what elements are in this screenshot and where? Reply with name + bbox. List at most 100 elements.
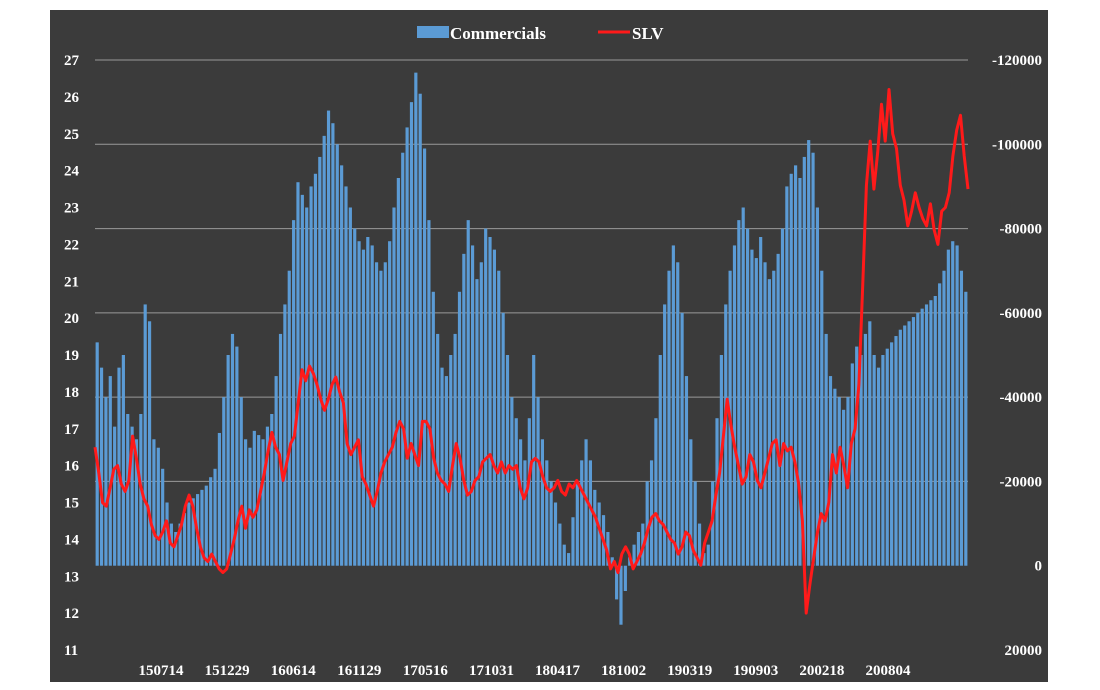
commercials-bar [798, 178, 802, 566]
commercials-bar [226, 355, 230, 566]
left-tick-label: 26 [64, 90, 80, 106]
commercials-bar [322, 135, 326, 566]
commercials-bar [658, 355, 662, 566]
commercials-bar [837, 397, 841, 566]
commercials-bar [850, 363, 854, 566]
commercials-bar [318, 156, 322, 566]
commercials-bar [724, 304, 728, 566]
commercials-bar [894, 336, 898, 566]
commercials-bar [99, 367, 104, 566]
commercials-bar [750, 249, 754, 566]
right-tick-label: -100000 [992, 137, 1042, 153]
left-tick-label: 22 [64, 237, 79, 253]
chart: 27 26 25 24 23 22 21 20 19 18 17 16 15 14 13 12 11 -1200… [64, 24, 1042, 679]
x-tick-label: 200218 [799, 663, 844, 679]
commercials-bar [305, 207, 309, 566]
commercials-bar [287, 270, 291, 566]
commercials-bar [575, 481, 579, 566]
commercials-bar [209, 477, 213, 566]
commercials-bar [514, 418, 518, 566]
x-axis-ticks: 150714 151229 160614 161129 170516 171031 1804… [139, 663, 912, 679]
commercials-bar [501, 312, 505, 566]
commercials-bar [654, 418, 658, 566]
commercials-bar [924, 304, 929, 566]
commercials-bar [152, 439, 156, 566]
commercials-bar [619, 565, 623, 625]
commercials-bar [671, 245, 675, 566]
commercials-bar [479, 262, 483, 566]
commercials-bar [300, 194, 304, 566]
commercials-bar [274, 376, 278, 566]
left-tick-label: 24 [64, 164, 80, 180]
commercials-bar [326, 110, 331, 566]
legend-label-commercials: Commercials [450, 24, 546, 43]
commercials-bar [588, 460, 593, 566]
commercials-bar [252, 430, 256, 566]
commercials-bar [911, 317, 916, 566]
x-tick-label: 190903 [733, 663, 778, 679]
commercials-bar [689, 439, 693, 566]
commercials-bar [418, 93, 422, 566]
commercials-bar [431, 291, 435, 566]
commercials-bar [881, 355, 885, 566]
commercials-bar [165, 502, 169, 566]
commercials-bar [903, 325, 907, 566]
left-tick-label: 18 [64, 385, 79, 401]
commercials-bar [427, 220, 431, 566]
commercials-bar [767, 279, 771, 566]
commercials-bar [697, 523, 702, 566]
commercials-bar [497, 270, 501, 566]
commercials-bar [527, 418, 531, 566]
commercials-bar [366, 237, 370, 566]
commercials-bar [680, 312, 684, 566]
commercials-bar [217, 432, 221, 566]
commercials-bar [383, 262, 387, 566]
commercials-bar [239, 397, 243, 566]
left-tick-label: 16 [64, 459, 80, 475]
right-axis-ticks: -120000 -100000 -80000 -60000 -40000 -20000 0 2… [992, 53, 1042, 659]
commercials-bar [191, 498, 195, 566]
commercials-bar [492, 249, 496, 566]
commercials-bar [872, 355, 876, 566]
gridlines [95, 59, 968, 482]
commercials-bar [484, 228, 488, 566]
right-tick-label: 0 [1035, 559, 1043, 575]
commercials-bar [706, 544, 710, 566]
left-tick-label: 23 [64, 201, 79, 217]
left-tick-label: 21 [64, 274, 79, 290]
commercials-bar [182, 513, 187, 566]
commercials-bar [357, 241, 361, 566]
commercials-bar [636, 532, 641, 566]
commercials-bar [200, 489, 204, 566]
commercials-bar [545, 460, 549, 566]
commercials-bar [147, 321, 152, 566]
commercials-bar [842, 409, 846, 566]
commercials-bar [606, 532, 610, 566]
left-tick-label: 19 [64, 348, 79, 364]
commercials-bar [615, 565, 619, 600]
commercials-bar [811, 152, 815, 566]
legend: Commercials SLV [417, 24, 664, 43]
commercials-bar [794, 165, 798, 566]
commercials-bar [907, 321, 911, 566]
x-tick-label: 170516 [403, 663, 449, 679]
commercials-bar [248, 447, 252, 566]
commercials-bar [833, 388, 837, 566]
left-tick-label: 25 [64, 127, 79, 143]
commercials-bar [580, 460, 584, 566]
commercials-bar [898, 329, 902, 566]
commercials-bar [370, 245, 374, 566]
commercials-bar [916, 312, 920, 566]
commercials-bar [392, 207, 396, 566]
commercials-bar [335, 144, 339, 566]
commercials-bar [885, 348, 889, 566]
commercials-bar [645, 481, 649, 566]
commercials-bar [558, 523, 562, 566]
commercials-bar [802, 156, 806, 566]
commercials-bar [187, 502, 191, 566]
commercials-bar [488, 237, 492, 566]
x-tick-label: 151229 [205, 663, 250, 679]
commercials-bar [309, 186, 313, 566]
commercials-bar [820, 270, 824, 566]
left-tick-label: 15 [64, 496, 79, 512]
